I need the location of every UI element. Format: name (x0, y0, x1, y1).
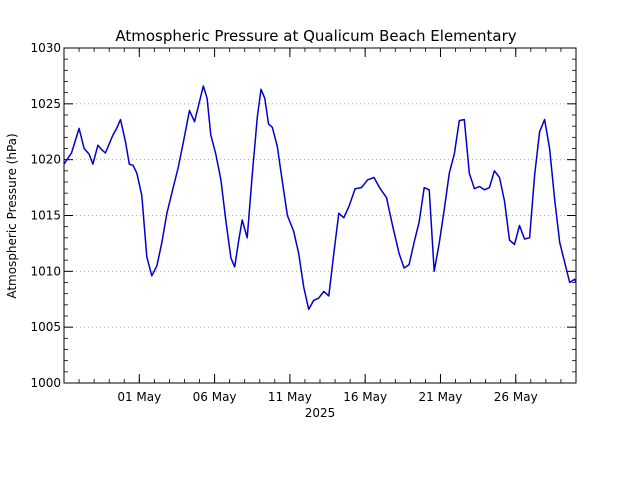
y-axis-ticks: 1000 1005 1010 1015 1020 1025 1030 (30, 41, 576, 390)
y-tick-label: 1000 (30, 376, 61, 390)
y-tick-label: 1015 (30, 209, 61, 223)
x-axis-ticks: 01 May 06 May 11 May 16 May 21 May 26 May (63, 48, 577, 404)
y-tick-label: 1005 (30, 320, 61, 334)
x-tick-label: 21 May (419, 390, 463, 404)
y-tick-label: 1025 (30, 97, 61, 111)
x-tick-label: 11 May (268, 390, 312, 404)
x-tick-label: 06 May (193, 390, 237, 404)
x-tick-label: 26 May (494, 390, 538, 404)
x-tick-label: 01 May (117, 390, 161, 404)
y-tick-label: 1020 (30, 153, 61, 167)
x-axis-label: 2025 (305, 406, 336, 420)
y-tick-label: 1010 (30, 264, 61, 278)
x-tick-label: 16 May (343, 390, 387, 404)
chart-title: Atmospheric Pressure at Qualicum Beach E… (115, 27, 516, 45)
y-tick-label: 1030 (30, 41, 61, 55)
y-gridlines (64, 103, 576, 328)
pressure-series-line (63, 85, 577, 311)
y-axis-label: Atmospheric Pressure (hPa) (5, 133, 19, 298)
